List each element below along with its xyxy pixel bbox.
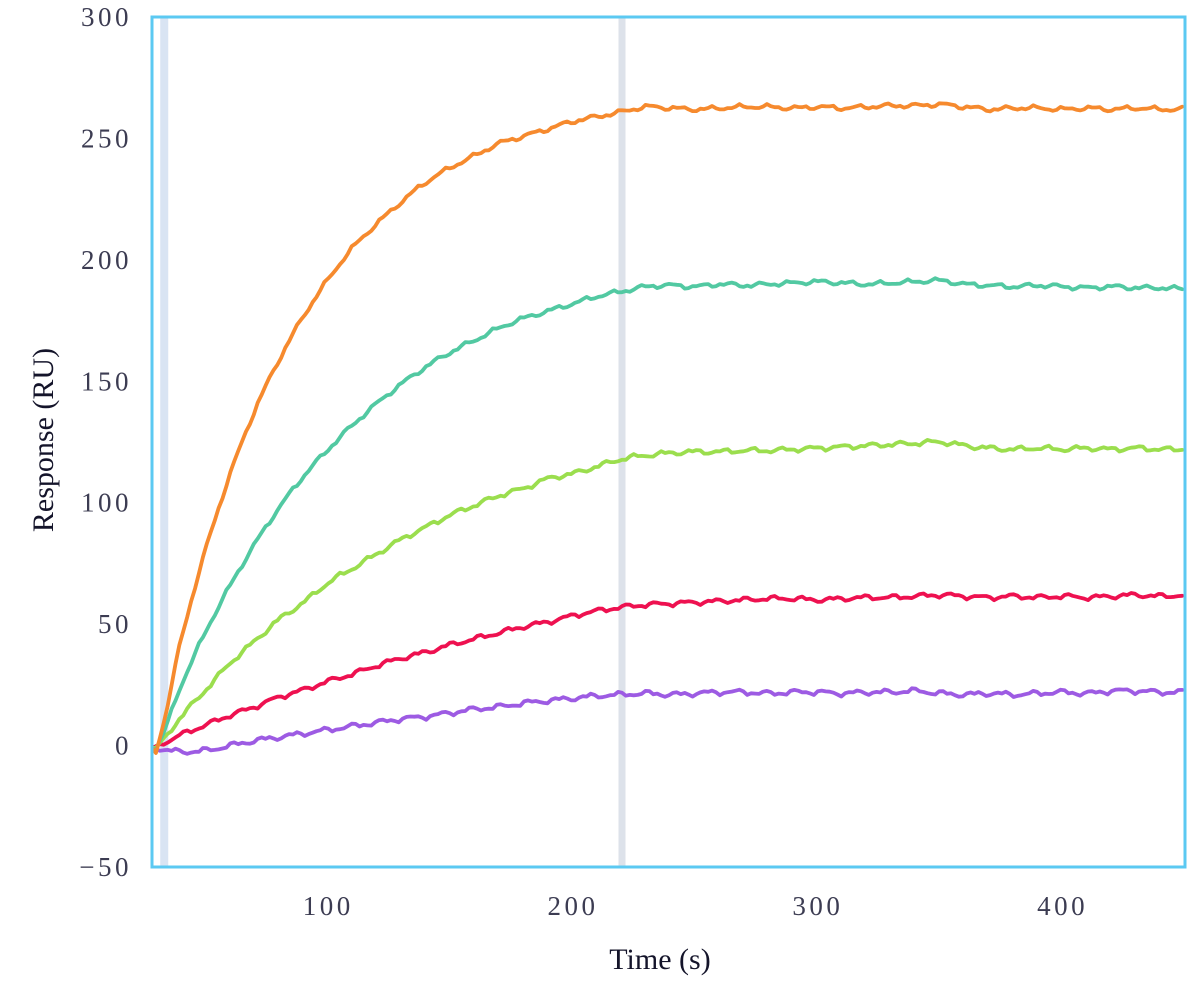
y-tick-label-0: 0 xyxy=(115,731,132,761)
y-tick-label-100: 100 xyxy=(81,488,132,518)
y-tick-label-50: 50 xyxy=(98,609,132,639)
plot-frame xyxy=(150,15,1187,869)
y-tick-label-250: 250 xyxy=(81,123,132,153)
x-tick-label-200: 200 xyxy=(548,891,599,921)
y-axis-title: Response (RU) xyxy=(27,347,60,533)
x-tick-label-300: 300 xyxy=(792,891,843,921)
sensorgram-curve-purple xyxy=(152,686,1184,756)
y-tick-label-200: 200 xyxy=(81,245,132,275)
y-tick-label-300: 300 xyxy=(81,2,132,32)
curves-group xyxy=(152,101,1184,756)
sensorgram-curve-teal xyxy=(152,276,1184,753)
sensorgram-curve-green xyxy=(152,438,1184,750)
x-tick-label-100: 100 xyxy=(303,891,354,921)
sensorgram-curve-orange xyxy=(152,101,1184,755)
sensorgram-curve-red xyxy=(152,591,1184,750)
y-tick-label-150: 150 xyxy=(81,366,132,396)
x-axis-title: Time (s) xyxy=(609,943,711,976)
y-tick-label--50: −50 xyxy=(79,852,132,882)
injection-start-band xyxy=(160,17,169,867)
dissociation-start-band xyxy=(618,17,626,867)
x-tick-label-400: 400 xyxy=(1037,891,1088,921)
